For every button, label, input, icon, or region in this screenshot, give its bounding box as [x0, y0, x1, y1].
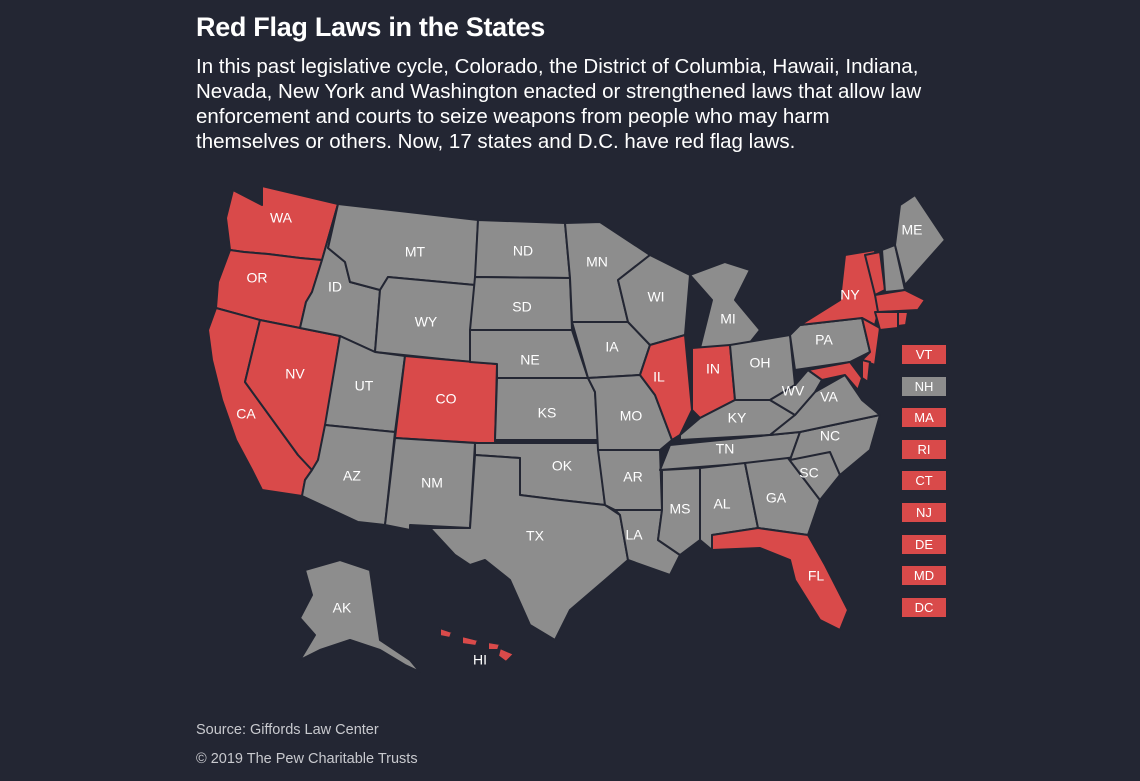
- label-NC: NC: [820, 428, 840, 444]
- legend-badge-vt: VT: [902, 345, 946, 364]
- label-WA: WA: [270, 210, 293, 226]
- label-AK: AK: [333, 600, 352, 616]
- label-AL: AL: [713, 496, 730, 512]
- state-labels: WA OR CA NV ID MT WY UT CO AZ NM ND SD N…: [236, 210, 922, 668]
- state-FL[interactable]: [711, 527, 849, 631]
- state-MA[interactable]: [874, 289, 926, 313]
- label-KS: KS: [538, 405, 557, 421]
- label-FL: FL: [808, 568, 825, 584]
- state-MT[interactable]: [327, 203, 479, 291]
- state-MD[interactable]: [807, 361, 863, 391]
- legend-badge-md: MD: [902, 566, 946, 586]
- label-TX: TX: [526, 528, 545, 544]
- label-IN: IN: [706, 361, 720, 377]
- legend-badge-dc: DC: [902, 597, 946, 617]
- label-OH: OH: [750, 355, 771, 371]
- label-WY: WY: [415, 314, 438, 330]
- legend-badge-ri: RI: [902, 439, 946, 459]
- page-title: Red Flag Laws in the States: [196, 12, 545, 42]
- label-MO: MO: [620, 408, 643, 424]
- label-ID: ID: [328, 279, 342, 295]
- state-IL[interactable]: [639, 334, 693, 441]
- label-MT: MT: [405, 244, 426, 260]
- label-NY: NY: [840, 287, 860, 303]
- legend-badge-nh: NH: [902, 376, 946, 396]
- state-CT[interactable]: [874, 311, 899, 331]
- state-HI[interactable]: [439, 627, 515, 663]
- state-RI[interactable]: [897, 311, 909, 327]
- copyright-note: © 2019 The Pew Charitable Trusts: [196, 751, 418, 767]
- state-ME[interactable]: [894, 194, 946, 286]
- label-GA: GA: [766, 490, 787, 506]
- label-CA: CA: [236, 406, 256, 422]
- state-GA[interactable]: [744, 457, 821, 536]
- label-OK: OK: [552, 458, 573, 474]
- state-DE[interactable]: [861, 359, 871, 383]
- label-ND: ND: [513, 243, 533, 259]
- label-OR: OR: [247, 270, 268, 286]
- label-MN: MN: [586, 254, 608, 270]
- label-NM: NM: [421, 475, 443, 491]
- legend-badge-ma: MA: [902, 408, 946, 428]
- label-MI: MI: [720, 311, 736, 327]
- legend-badge-nj: NJ: [902, 502, 946, 522]
- label-IL: IL: [653, 369, 665, 385]
- label-UT: UT: [355, 378, 374, 394]
- label-MS: MS: [670, 501, 691, 517]
- label-KY: KY: [728, 410, 747, 426]
- state-TX[interactable]: [429, 454, 629, 641]
- state-MI[interactable]: [689, 261, 761, 349]
- label-CO: CO: [436, 391, 457, 407]
- label-NV: NV: [285, 366, 305, 382]
- label-WI: WI: [647, 289, 664, 305]
- small-states-legend: VT NH MA RI CT NJ DE MD DC: [902, 345, 946, 629]
- label-AZ: AZ: [343, 468, 361, 484]
- label-VA: VA: [820, 389, 838, 405]
- state-AK[interactable]: [299, 559, 421, 673]
- legend-badge-ct: CT: [902, 471, 946, 491]
- page-subtitle: In this past legislative cycle, Colorado…: [196, 55, 922, 153]
- label-PA: PA: [815, 332, 833, 348]
- label-WV: WV: [782, 383, 805, 399]
- label-ME: ME: [902, 222, 923, 238]
- label-LA: LA: [625, 527, 643, 543]
- legend-badge-de: DE: [902, 534, 946, 554]
- label-NE: NE: [520, 352, 539, 368]
- label-HI: HI: [473, 652, 487, 668]
- label-SD: SD: [512, 299, 531, 315]
- label-TN: TN: [716, 441, 735, 457]
- source-note: Source: Giffords Law Center: [196, 722, 379, 738]
- label-AR: AR: [623, 469, 642, 485]
- label-SC: SC: [799, 465, 818, 481]
- label-IA: IA: [605, 339, 619, 355]
